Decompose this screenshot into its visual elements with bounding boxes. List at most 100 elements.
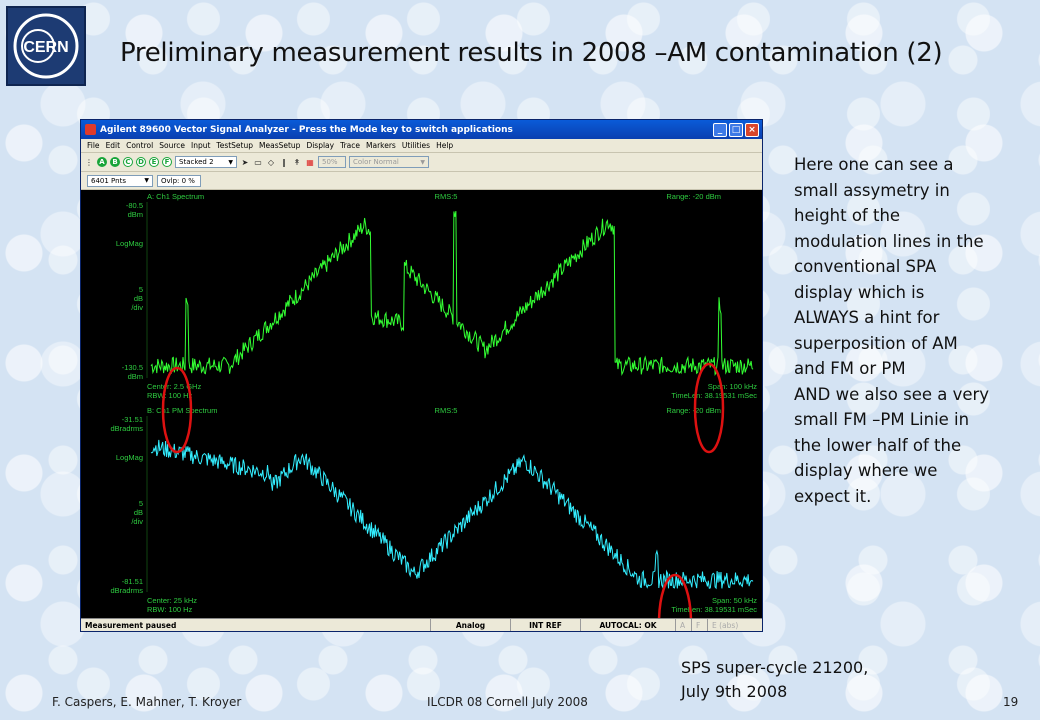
vsa-window: Agilent 89600 Vector Signal Analyzer - P… (80, 119, 763, 632)
pointer-icon[interactable]: ➤ (241, 157, 249, 167)
status-analog: Analog (431, 619, 511, 631)
status-autocal: AUTOCAL: OK (581, 619, 676, 631)
trace-e-button[interactable]: E (149, 157, 159, 167)
status-message: Measurement paused (81, 619, 431, 631)
overlap-field[interactable]: Ovlp: 0 % (157, 174, 201, 187)
span-value: Span: 100 kHz (708, 382, 757, 391)
trace-c-button[interactable]: C (123, 157, 133, 167)
trace-b-button[interactable]: B (110, 157, 120, 167)
app-icon (85, 124, 96, 135)
layout-select-value: Stacked 2 (179, 158, 214, 166)
cern-logo-graphic: CERN (13, 13, 79, 79)
span-value: Span: 50 kHz (712, 596, 757, 605)
menu-edit[interactable]: Edit (105, 141, 121, 150)
scale-unit: dB (134, 508, 143, 517)
trace-rms: RMS:5 (435, 406, 458, 415)
scale-name: LogMag (116, 453, 143, 462)
scale-per-div: 5 (139, 499, 143, 508)
menu-help[interactable]: Help (436, 141, 454, 150)
footer-event: ILCDR 08 Cornell July 2008 (427, 695, 588, 709)
timelen-value: TimeLen: 38.19531 mSec (671, 605, 757, 614)
trace-d-button[interactable]: D (136, 157, 146, 167)
trace-f-button[interactable]: F (162, 157, 172, 167)
footer-page-number: 19 (1003, 695, 1019, 709)
status-ref: INT REF (511, 619, 581, 631)
opacity-select: 50% (318, 156, 346, 168)
annotation-ellipse (657, 573, 693, 618)
cern-logo: CERN (6, 6, 86, 86)
color-select: Color Normal ▼ (349, 156, 429, 168)
marker-diamond-icon[interactable]: ◇ (267, 157, 275, 167)
trace-line (150, 439, 754, 590)
peak-marker-icon[interactable]: ↟ (293, 157, 301, 167)
zoom-box-icon[interactable]: ▭ (254, 157, 262, 167)
scale-div: /div (131, 517, 143, 526)
trace-a-button[interactable]: A (97, 157, 107, 167)
menu-trace[interactable]: Trace (340, 141, 360, 150)
sps-caption: SPS super-cycle 21200, July 9th 2008 (681, 658, 869, 701)
rbw-value: RBW: 100 Hz (147, 605, 193, 614)
chevron-down-icon: ▼ (228, 158, 233, 166)
window-titlebar[interactable]: Agilent 89600 Vector Signal Analyzer - P… (81, 120, 762, 139)
explanation-text: Here one can see a small assymetry in he… (794, 155, 990, 506)
center-frequency: Center: 25 kHz (147, 596, 197, 605)
spectrum-display[interactable]: A: Ch1 Spectrum RMS:5 Range: -20 dBm-80.5d… (81, 190, 762, 618)
maximize-button[interactable]: □ (729, 122, 743, 137)
main-toolbar: ⋮ A B C D E F Stacked 2 ▼ ➤ ▭ ◇ ‖ ↟ ▦ 50… (81, 153, 762, 172)
footer-authors: F. Caspers, E. Mahner, T. Kroyer (52, 695, 242, 709)
color-palette-icon[interactable]: ▦ (306, 157, 314, 167)
chevron-down-icon: ▼ (144, 177, 149, 184)
secondary-toolbar: 6401 Pnts ▼ Ovlp: 0 % (81, 172, 762, 190)
slide-title: Preliminary measurement results in 2008 … (120, 38, 943, 68)
trace-range: Range: -20 dBm (666, 192, 721, 201)
minimize-button[interactable]: _ (713, 122, 727, 137)
status-flag-e: E (abs) (712, 621, 739, 630)
menu-utilities[interactable]: Utilities (401, 141, 431, 150)
menu-bar: File Edit Control Source Input TestSetup… (81, 139, 762, 153)
toolbar-grip-icon: ⋮ (85, 157, 93, 167)
layout-select[interactable]: Stacked 2 ▼ (175, 156, 237, 168)
cern-logo-text: CERN (23, 39, 68, 56)
scale-div: /div (131, 303, 143, 312)
bars-icon[interactable]: ‖ (282, 157, 286, 167)
status-bar: Measurement paused Analog INT REF AUTOCA… (81, 618, 762, 631)
trace-line (150, 211, 754, 377)
menu-input[interactable]: Input (190, 141, 211, 150)
scale-per-div: 5 (139, 285, 143, 294)
overlap-value: Ovlp: 0 % (161, 176, 195, 185)
y-top-value: -31.51 (122, 415, 143, 424)
chevron-down-icon: ▼ (420, 158, 425, 166)
status-flag-f: F (692, 619, 708, 631)
y-top-unit: dBradrms (110, 424, 143, 433)
close-button[interactable]: × (745, 122, 759, 137)
trace-header: B: Ch1 PM Spectrum (147, 406, 217, 415)
menu-control[interactable]: Control (126, 141, 154, 150)
y-bottom-unit: dBm (128, 372, 143, 381)
y-bottom-value: -81.51 (122, 577, 143, 586)
menu-testsetup[interactable]: TestSetup (216, 141, 254, 150)
trace-range: Range: -20 dBm (666, 406, 721, 415)
scale-unit: dB (134, 294, 143, 303)
timelen-value: TimeLen: 38.19531 mSec (671, 391, 757, 400)
annotation-ellipse (161, 366, 193, 454)
color-select-value: Color Normal (353, 158, 399, 166)
trace-header: A: Ch1 Spectrum (147, 192, 204, 201)
menu-source[interactable]: Source (159, 141, 185, 150)
annotation-ellipse (693, 362, 725, 454)
points-select[interactable]: 6401 Pnts ▼ (87, 174, 153, 187)
status-flag-a: A (676, 619, 692, 631)
menu-display[interactable]: Display (306, 141, 335, 150)
y-bottom-unit: dBradrms (110, 586, 143, 595)
menu-markers[interactable]: Markers (366, 141, 396, 150)
y-top-unit: dBm (128, 210, 143, 219)
trace-rms: RMS:5 (435, 192, 458, 201)
menu-file[interactable]: File (87, 141, 100, 150)
menu-meassetup[interactable]: MeasSetup (259, 141, 301, 150)
window-title: Agilent 89600 Vector Signal Analyzer - P… (100, 124, 513, 135)
opacity-value: 50% (322, 158, 338, 166)
y-top-value: -80.5 (126, 201, 143, 210)
center-frequency: Center: 2.5 GHz (147, 382, 201, 391)
scale-name: LogMag (116, 239, 143, 248)
points-select-value: 6401 Pnts (91, 176, 126, 185)
y-bottom-value: -130.5 (122, 363, 143, 372)
